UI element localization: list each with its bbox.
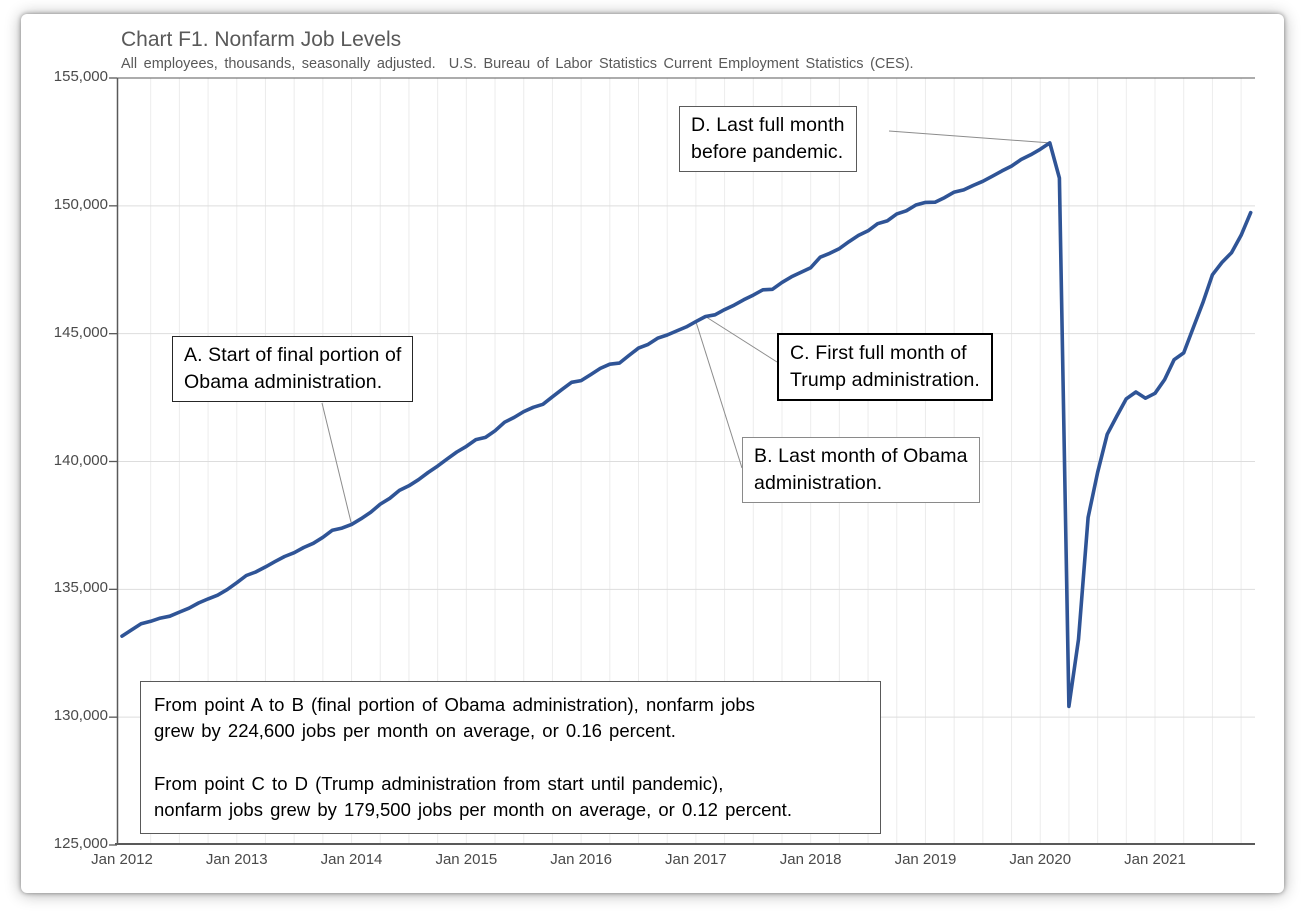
y-axis-tick-label: 145,000 [53,323,108,341]
y-axis-tick-label: 125,000 [53,835,108,852]
leader-line-a [321,402,353,525]
annotation-box-a: A. Start of final portion of Obama admin… [172,336,414,402]
y-axis-tick-label: 130,000 [53,707,108,725]
annotation-c-line1: C. First full month of [790,342,967,364]
annotation-c-line2: Trump administration. [790,368,980,391]
x-axis-tick-label: Jan 2018 [779,851,842,868]
note-p2-line1: From point C to D (Trump administration … [154,772,724,794]
annotation-box-c: C. First full month of Trump administrat… [777,333,993,401]
annotation-b-line2: administration. [754,471,883,494]
leader-line-b [695,321,743,469]
annotation-box-d: D. Last full month before pandemic. [679,106,857,172]
x-axis-tick-label: Jan 2016 [550,851,612,868]
annotation-box-b: B. Last month of Obama administration. [742,437,980,503]
note-paragraph-1: From point A to B (final portion of Obam… [154,692,867,745]
x-axis-tick-label: Jan 2012 [91,851,153,868]
x-axis-tick-label: Jan 2014 [320,851,383,868]
chart-title: Chart F1. Nonfarm Job Levels [121,28,402,51]
annotation-b-line1: B. Last month of Obama [754,445,968,467]
note-p1-line2: grew by 224,600 jobs per month on averag… [154,720,676,742]
annotation-a-line2: Obama administration. [184,370,383,393]
x-axis-tick-label: Jan 2019 [894,851,957,868]
growth-comparison-note: From point A to B (final portion of Obam… [140,681,881,835]
y-axis-tick-label: 140,000 [53,451,108,469]
leader-line-c [705,316,778,363]
chart-subtitle: All employees, thousands, seasonally adj… [121,56,914,72]
note-p1-line1: From point A to B (final portion of Obam… [154,694,755,715]
y-axis-tick-label: 155,000 [53,68,108,85]
note-p2-line2: nonfarm jobs grew by 179,500 jobs per mo… [154,798,792,820]
employment-series-line [120,141,1253,709]
annotation-d-line2: before pandemic. [691,140,844,163]
annotation-d-line1: D. Last full month [691,114,845,136]
x-axis-tick-label: Jan 2015 [435,851,498,868]
x-axis-tick-label: Jan 2020 [1009,851,1072,868]
x-axis-tick-label: Jan 2013 [205,851,268,868]
leader-line-d [888,130,1050,144]
y-axis-tick-label: 150,000 [53,195,108,213]
x-axis-tick-label: Jan 2017 [665,851,727,868]
y-axis-tick-label: 135,000 [53,579,108,597]
note-paragraph-2: From point C to D (Trump administration … [154,771,867,824]
annotation-a-line1: A. Start of final portion of [184,344,402,366]
x-axis-tick-label: Jan 2021 [1124,851,1186,868]
